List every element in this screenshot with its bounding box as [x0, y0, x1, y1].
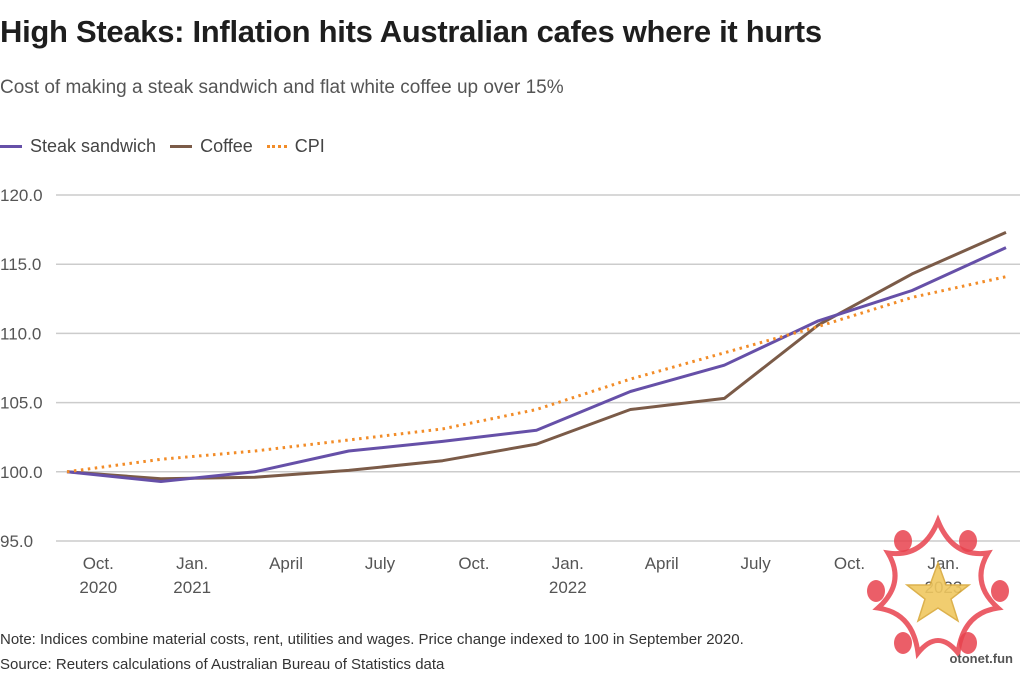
series-line-cpi [66, 275, 1007, 474]
x-tick-label: Oct. [458, 554, 489, 573]
x-tick-year-label: 2022 [549, 578, 587, 597]
legend-item-steak: Steak sandwich [0, 136, 156, 157]
x-tick-label: Jan. [552, 554, 584, 573]
series-line-steak-sandwich [66, 246, 1007, 483]
chart-source: Source: Reuters calculations of Australi… [0, 656, 445, 673]
watermark-star-icon [904, 560, 972, 623]
y-tick-label: 115.0 [0, 255, 41, 274]
x-tick-label: April [269, 554, 303, 573]
legend-swatch-coffee [170, 145, 193, 148]
legend-label-coffee: Coffee [200, 136, 253, 156]
legend-swatch-cpi [266, 145, 287, 148]
x-tick-label: April [645, 554, 679, 573]
x-tick-label: Oct. [834, 554, 865, 573]
y-tick-label: 105.0 [0, 394, 43, 413]
chart-title: High Steaks: Inflation hits Australian c… [0, 14, 822, 49]
x-tick-label: Jan. [176, 554, 208, 573]
legend-label-steak: Steak sandwich [30, 136, 157, 156]
watermark-dots-icon [867, 530, 1009, 654]
legend-swatch-steak [0, 145, 22, 148]
watermark-logo: otonet.fun [867, 514, 1013, 666]
legend-label-cpi: CPI [294, 136, 325, 156]
legend-item-cpi: CPI [266, 136, 325, 157]
y-tick-label: 100.0 [0, 463, 43, 482]
y-tick-label: 110.0 [0, 324, 41, 343]
x-tick-year-label: 2021 [173, 578, 211, 597]
y-tick-label: 120.0 [0, 186, 43, 205]
x-tick-label: Oct. [83, 554, 114, 573]
watermark-text: otonet.fun [949, 651, 1013, 666]
chart-subtitle: Cost of making a steak sandwich and flat… [0, 77, 564, 98]
series-line-coffee [66, 231, 1007, 481]
watermark-ring-icon [872, 514, 1004, 660]
y-tick-label: 95.0 [0, 532, 33, 551]
x-tick-label: July [740, 554, 771, 573]
legend-item-coffee: Coffee [170, 136, 253, 157]
x-tick-label: July [365, 554, 396, 573]
legend: Steak sandwich Coffee CPI [0, 136, 339, 157]
chart-note: Note: Indices combine material costs, re… [0, 631, 744, 648]
x-tick-year-label: 2020 [79, 578, 117, 597]
